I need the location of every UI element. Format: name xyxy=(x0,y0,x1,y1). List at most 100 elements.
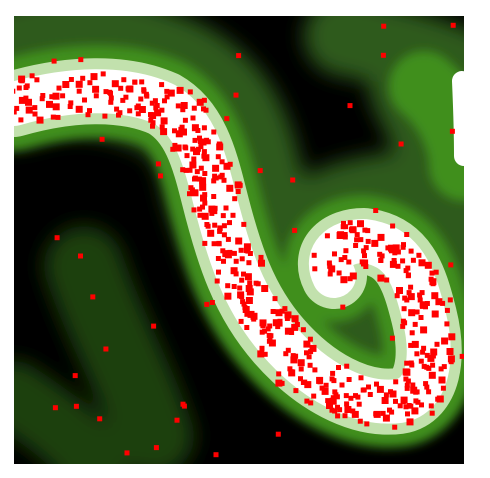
agent-dot xyxy=(340,224,346,230)
agent-dot xyxy=(262,328,268,334)
agent-dot xyxy=(330,370,336,376)
agent-dot xyxy=(257,350,265,358)
agent-dot xyxy=(284,311,292,319)
agent-dot xyxy=(435,298,443,306)
agent-dot xyxy=(199,138,207,146)
agent-dot xyxy=(233,258,239,264)
agent-dot xyxy=(406,290,412,296)
agent-dot xyxy=(405,378,411,384)
agent-dot xyxy=(362,227,368,233)
agent-dot xyxy=(423,381,429,387)
agent-dot xyxy=(420,326,428,334)
agent-dot xyxy=(107,89,113,95)
agent-dot xyxy=(187,167,193,173)
agent-dot xyxy=(402,320,408,326)
agent-dot xyxy=(211,194,217,199)
agent-dot xyxy=(235,237,243,245)
agent-dot xyxy=(447,355,455,363)
agent-dot xyxy=(340,276,348,284)
agent-dot xyxy=(323,382,329,388)
agent-dot xyxy=(201,125,207,131)
density-field-map[interactable] xyxy=(14,16,464,464)
agent-dot xyxy=(441,337,449,345)
agent-dot xyxy=(367,392,373,397)
agent-dot xyxy=(241,271,246,277)
agent-dot xyxy=(68,100,74,106)
agent-dot xyxy=(346,259,352,265)
agent-dot xyxy=(164,94,170,100)
agent-dot xyxy=(189,161,197,169)
agent-dot xyxy=(347,220,353,226)
agent-dot xyxy=(217,226,223,232)
agent-dot xyxy=(384,277,390,283)
agent-dot xyxy=(412,321,418,327)
agent-dot xyxy=(411,407,419,415)
agent-dot xyxy=(329,397,337,405)
agent-dot xyxy=(194,169,200,175)
agent-dot xyxy=(410,382,416,388)
agent-dot xyxy=(153,105,159,111)
agent-dot xyxy=(227,161,233,167)
agent-dot xyxy=(410,257,416,263)
agent-dot xyxy=(123,94,129,100)
agent-dot xyxy=(358,375,364,381)
agent-dot xyxy=(32,105,38,111)
agent-dot xyxy=(248,289,253,295)
agent-dot xyxy=(406,418,414,426)
agent-dot xyxy=(316,376,324,384)
agent-dot xyxy=(342,413,348,419)
agent-dot xyxy=(293,388,299,394)
agent-dot xyxy=(408,284,414,290)
agent-dot xyxy=(389,409,395,415)
agent-dot xyxy=(164,88,170,94)
agent-dot xyxy=(29,73,35,79)
agent-dot xyxy=(242,306,250,313)
agent-dot xyxy=(78,253,83,259)
agent-dot xyxy=(18,75,26,83)
agent-dot xyxy=(448,359,454,365)
agent-dot xyxy=(201,97,207,103)
agent-speckles xyxy=(14,22,464,458)
agent-dot xyxy=(265,326,271,332)
agent-dot xyxy=(118,85,124,91)
agent-dot xyxy=(197,206,203,212)
agent-dot xyxy=(25,106,33,114)
agent-dot xyxy=(209,300,215,305)
agent-dot xyxy=(374,381,379,387)
agent-dot xyxy=(138,106,146,113)
agent-dot xyxy=(52,103,60,111)
agent-dot xyxy=(221,258,226,264)
agent-dot xyxy=(304,381,312,389)
agent-dot xyxy=(393,379,399,385)
agent-dot xyxy=(197,212,203,218)
agent-dot xyxy=(357,220,364,228)
agent-dot xyxy=(232,196,238,202)
agent-dot xyxy=(409,330,415,336)
agent-dot xyxy=(272,296,278,302)
agent-dot xyxy=(193,148,200,156)
agent-dot xyxy=(14,88,16,94)
agent-dot xyxy=(135,111,141,117)
agent-dot xyxy=(87,108,92,114)
agent-dot xyxy=(162,98,167,104)
agent-dot xyxy=(268,333,274,339)
agent-dot xyxy=(56,85,62,91)
agent-dot xyxy=(414,309,420,315)
agent-dot xyxy=(346,377,352,382)
agent-dot xyxy=(431,292,439,300)
agent-dot xyxy=(450,22,456,28)
agent-dot xyxy=(255,281,261,287)
agent-dot xyxy=(217,228,223,234)
agent-dot xyxy=(55,114,61,120)
agent-dot xyxy=(240,299,246,305)
agent-dot xyxy=(421,345,427,351)
agent-dot xyxy=(393,398,398,404)
agent-dot xyxy=(298,376,303,382)
agent-dot xyxy=(330,395,336,401)
agent-dot xyxy=(216,141,222,147)
agent-dot xyxy=(215,256,221,261)
agent-dot xyxy=(73,403,79,409)
agent-dot xyxy=(404,382,410,388)
agent-dot xyxy=(344,363,350,369)
agent-dot xyxy=(400,258,406,264)
